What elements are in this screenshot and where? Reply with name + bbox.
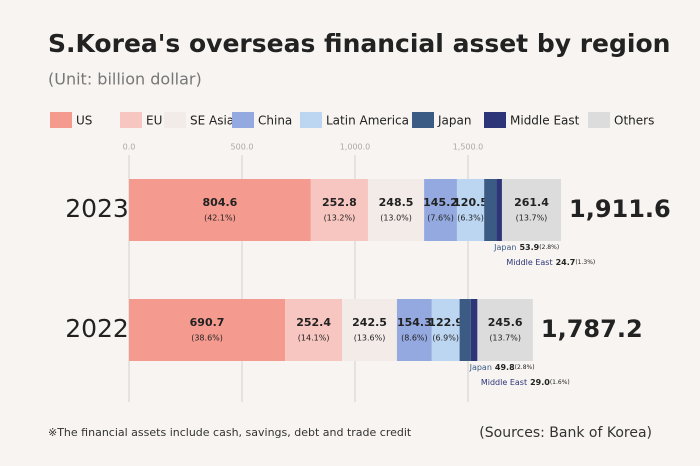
outside-label: Middle East 29.0(1.6%) [481,378,570,387]
subtitle: (Unit: billion dollar) [48,70,202,89]
outside-percent: (2.8%) [539,244,559,251]
total-label: 1,911.6 [569,195,671,223]
outside-name: Japan [493,243,516,252]
legend-swatch [484,112,506,128]
percent-label: (6.9%) [432,334,459,343]
bar-segment [396,299,432,361]
footnote: ※The financial assets include cash, savi… [48,426,412,439]
legend-swatch [120,112,142,128]
legend-swatch [588,112,610,128]
legend-label: EU [146,114,162,128]
bar-segment [459,299,471,361]
value-label: 242.5 [352,316,387,329]
outside-value: 29.0 [530,378,550,387]
legend-swatch [300,112,322,128]
value-label: 154.3 [397,316,432,329]
x-tick-label: 1,500.0 [453,143,484,152]
bar-segment [501,179,562,241]
category-label: 2022 [65,314,129,343]
outside-percent: (2.8%) [515,364,535,371]
bar-segment [484,179,497,241]
legend-label: Middle East [510,114,580,128]
value-label: 252.4 [296,316,331,329]
legend-label: US [76,114,92,128]
outside-label: Middle East 24.7(1.3%) [506,258,595,267]
value-label: 248.5 [379,196,414,209]
outside-label: Japan 53.9(2.8%) [493,243,559,252]
value-label: 120.5 [453,196,488,209]
chart-title: S.Korea's overseas financial asset by re… [48,29,670,58]
legend-label: Latin America [326,114,409,128]
source: (Sources: Bank of Korea) [479,425,652,441]
percent-label: (42.1%) [204,214,236,223]
percent-label: (13.2%) [324,214,356,223]
legend-label: Japan [437,114,471,128]
percent-label: (13.7%) [489,334,521,343]
category-label: 2023 [65,194,129,223]
percent-label: (6.3%) [457,214,484,223]
percent-label: (7.6%) [427,214,454,223]
percent-label: (13.7%) [516,214,548,223]
bar-segment [496,179,502,241]
bar-segment [477,299,533,361]
outside-percent: (1.3%) [575,259,595,266]
outside-label: Japan 49.8(2.8%) [469,363,535,372]
legend-swatch [164,112,186,128]
bar-segment [431,299,460,361]
legend-swatch [232,112,254,128]
legend-swatch [50,112,72,128]
outside-name: Middle East [506,258,552,267]
value-label: 261.4 [514,196,549,209]
x-tick-label: 0.0 [123,143,136,152]
x-tick-label: 500.0 [231,143,254,152]
percent-label: (13.6%) [354,334,386,343]
outside-value: 49.8 [495,363,515,372]
outside-percent: (1.6%) [550,379,570,386]
bar-segment [470,299,478,361]
total-label: 1,787.2 [541,315,643,343]
legend-label: SE Asia [190,114,234,128]
legend-label: China [258,114,292,128]
value-label: 252.8 [322,196,357,209]
value-label: 690.7 [190,316,225,329]
value-label: 245.6 [488,316,523,329]
bar-segment [310,179,368,241]
value-label: 145.2 [423,196,458,209]
percent-label: (14.1%) [298,334,330,343]
outside-value: 24.7 [556,258,576,267]
percent-label: (38.6%) [191,334,223,343]
percent-label: (8.6%) [401,334,428,343]
outside-value: 53.9 [519,243,539,252]
legend-swatch [412,112,434,128]
value-label: 122.9 [428,316,463,329]
bar-segment [367,179,425,241]
percent-label: (13.0%) [380,214,412,223]
bar-segment [285,299,343,361]
legend-label: Others [614,114,654,128]
bar-segment [456,179,485,241]
value-label: 804.6 [203,196,238,209]
bar-segment [342,299,397,361]
outside-name: Japan [469,363,492,372]
outside-name: Middle East [481,378,527,387]
bar-segment [129,179,311,241]
bar-segment [424,179,457,241]
bar-segment [129,299,286,361]
x-tick-label: 1,000.0 [340,143,371,152]
